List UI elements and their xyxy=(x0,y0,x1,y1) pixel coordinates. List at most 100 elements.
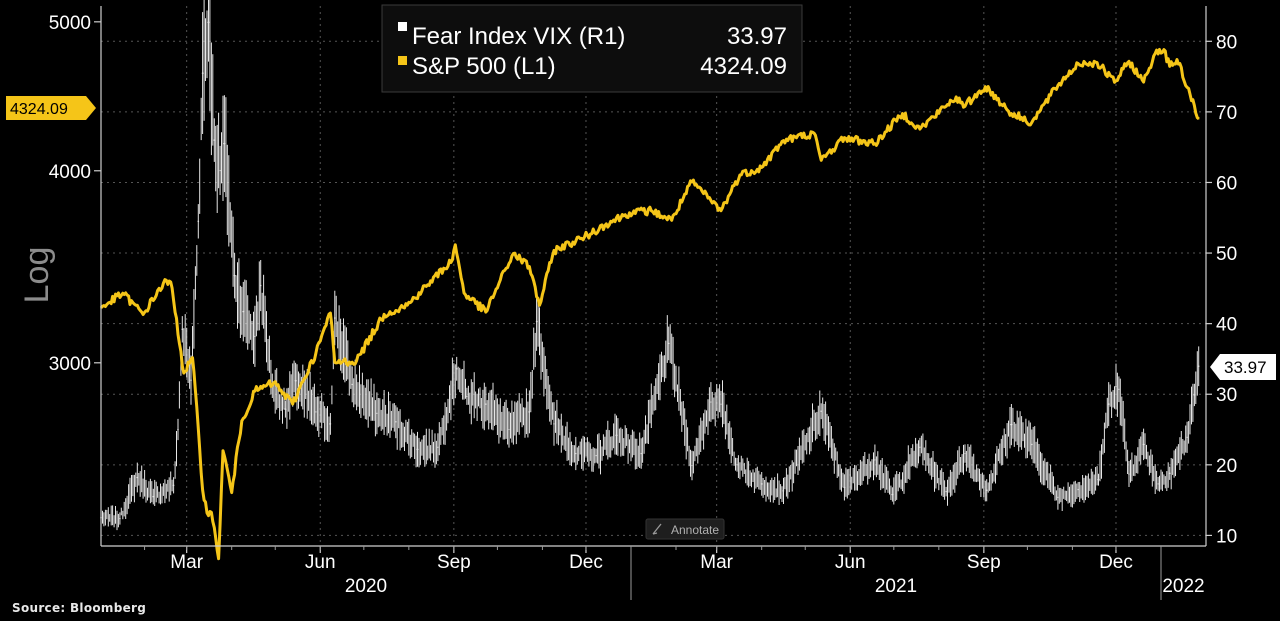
spx-point xyxy=(1197,118,1200,120)
spx-point xyxy=(1142,81,1145,83)
vix-point xyxy=(575,452,577,455)
spx-point xyxy=(1176,58,1178,61)
vix-point xyxy=(201,72,204,74)
vix-point xyxy=(223,142,226,145)
spx-point xyxy=(162,282,165,285)
spx-point xyxy=(406,304,409,306)
left-tick-label: 3000 xyxy=(49,354,91,375)
vix-point xyxy=(177,428,179,431)
vix-point xyxy=(1197,365,1200,368)
vix-point xyxy=(985,489,988,492)
vix-point xyxy=(760,483,763,485)
vix-point xyxy=(136,476,139,479)
spx-point xyxy=(217,557,220,560)
vix-point xyxy=(437,446,439,449)
spx-point xyxy=(720,209,722,212)
right-tick-label: 80 xyxy=(1216,32,1237,53)
vix-point xyxy=(1157,483,1159,485)
vix-point xyxy=(455,368,458,370)
x-month-label: Jun xyxy=(835,552,866,573)
spx-legend-label: S&P 500 (L1) xyxy=(412,53,556,80)
spx-point xyxy=(183,372,185,374)
vix-point xyxy=(964,452,966,455)
vix-point xyxy=(395,421,397,423)
vix-point xyxy=(329,423,332,425)
spx-point xyxy=(463,292,465,294)
annotate-label: Annotate xyxy=(671,523,719,537)
vix-legend-swatch xyxy=(398,22,407,31)
spx-point xyxy=(583,236,586,238)
spx-point xyxy=(315,352,317,354)
spx-point xyxy=(670,219,673,222)
spx-point xyxy=(383,313,385,316)
spx-point xyxy=(191,356,194,359)
vix-point xyxy=(1097,478,1100,481)
spx-point xyxy=(230,491,233,494)
vix-point xyxy=(466,395,468,398)
vix-point xyxy=(190,379,192,381)
vix-point xyxy=(485,403,487,405)
vix-point xyxy=(315,411,317,413)
vix-point xyxy=(1186,436,1188,439)
spx-point xyxy=(329,312,332,314)
spx-point xyxy=(901,112,904,115)
legend: Fear Index VIX (R1) 33.97 S&P 500 (L1) 4… xyxy=(381,4,803,93)
x-year-label: 2021 xyxy=(875,576,917,597)
vix-value-tag: 33.97 xyxy=(1210,354,1276,380)
left-axis-label: Log xyxy=(18,247,56,304)
vix-point xyxy=(553,423,555,425)
x-month-label: Jun xyxy=(305,552,336,573)
spx-point xyxy=(1186,86,1188,89)
spx-point xyxy=(291,403,294,405)
vix-point xyxy=(219,169,221,172)
vix-legend-label: Fear Index VIX (R1) xyxy=(412,23,625,50)
x-axis-ticks: Mar Jun Sep Dec Mar Jun Sep Dec 2020 2021 2022 xyxy=(144,546,1205,600)
spx-point xyxy=(1096,61,1098,64)
vix-point xyxy=(1107,403,1110,405)
right-tick-label: 20 xyxy=(1216,456,1237,477)
right-axis-ticks: 10 20 30 40 50 60 70 80 xyxy=(1206,32,1237,547)
left-tick-label: 5000 xyxy=(49,13,91,34)
vix-point xyxy=(242,310,245,313)
spx-value-tag: 4324.09 xyxy=(6,96,96,120)
spx-point xyxy=(528,265,531,268)
spx-point xyxy=(739,174,741,176)
vix-point xyxy=(535,320,538,323)
vix-point xyxy=(1118,388,1120,391)
spx-point xyxy=(142,313,144,316)
x-month-label: Sep xyxy=(967,552,1001,573)
vix-point xyxy=(1031,443,1033,446)
vix-point xyxy=(416,448,419,451)
left-axis-ticks: 3000 4000 5000 xyxy=(49,13,101,375)
x-month-label: Mar xyxy=(170,552,203,573)
right-tick-label: 70 xyxy=(1216,103,1237,124)
spx-point xyxy=(628,212,631,214)
spx-point xyxy=(955,96,957,98)
spx-point xyxy=(1155,49,1158,51)
spx-point xyxy=(843,136,846,139)
vix-point xyxy=(213,139,216,141)
vix-point xyxy=(640,452,642,455)
pencil-icon xyxy=(652,523,662,535)
vix-point xyxy=(376,412,378,415)
spx-point xyxy=(454,244,457,246)
vix-point xyxy=(710,401,712,403)
spx-point xyxy=(919,128,921,130)
spx-point xyxy=(207,514,210,517)
spx-point xyxy=(485,311,487,313)
right-tick-label: 50 xyxy=(1216,244,1237,265)
left-tick-label: 4000 xyxy=(49,162,91,183)
vix-point xyxy=(874,459,876,461)
spx-legend-value: 4324.09 xyxy=(700,53,787,80)
vix-point xyxy=(197,220,200,223)
spx-point xyxy=(650,209,653,212)
vix-point xyxy=(233,274,236,277)
spx-series xyxy=(99,47,1200,561)
annotate-button[interactable]: Annotate xyxy=(645,518,725,540)
vix-point xyxy=(595,454,597,457)
spx-point xyxy=(210,511,213,514)
spx-point xyxy=(426,284,429,286)
spx-tag-text: 4324.09 xyxy=(10,101,68,118)
spx-point xyxy=(273,381,275,384)
